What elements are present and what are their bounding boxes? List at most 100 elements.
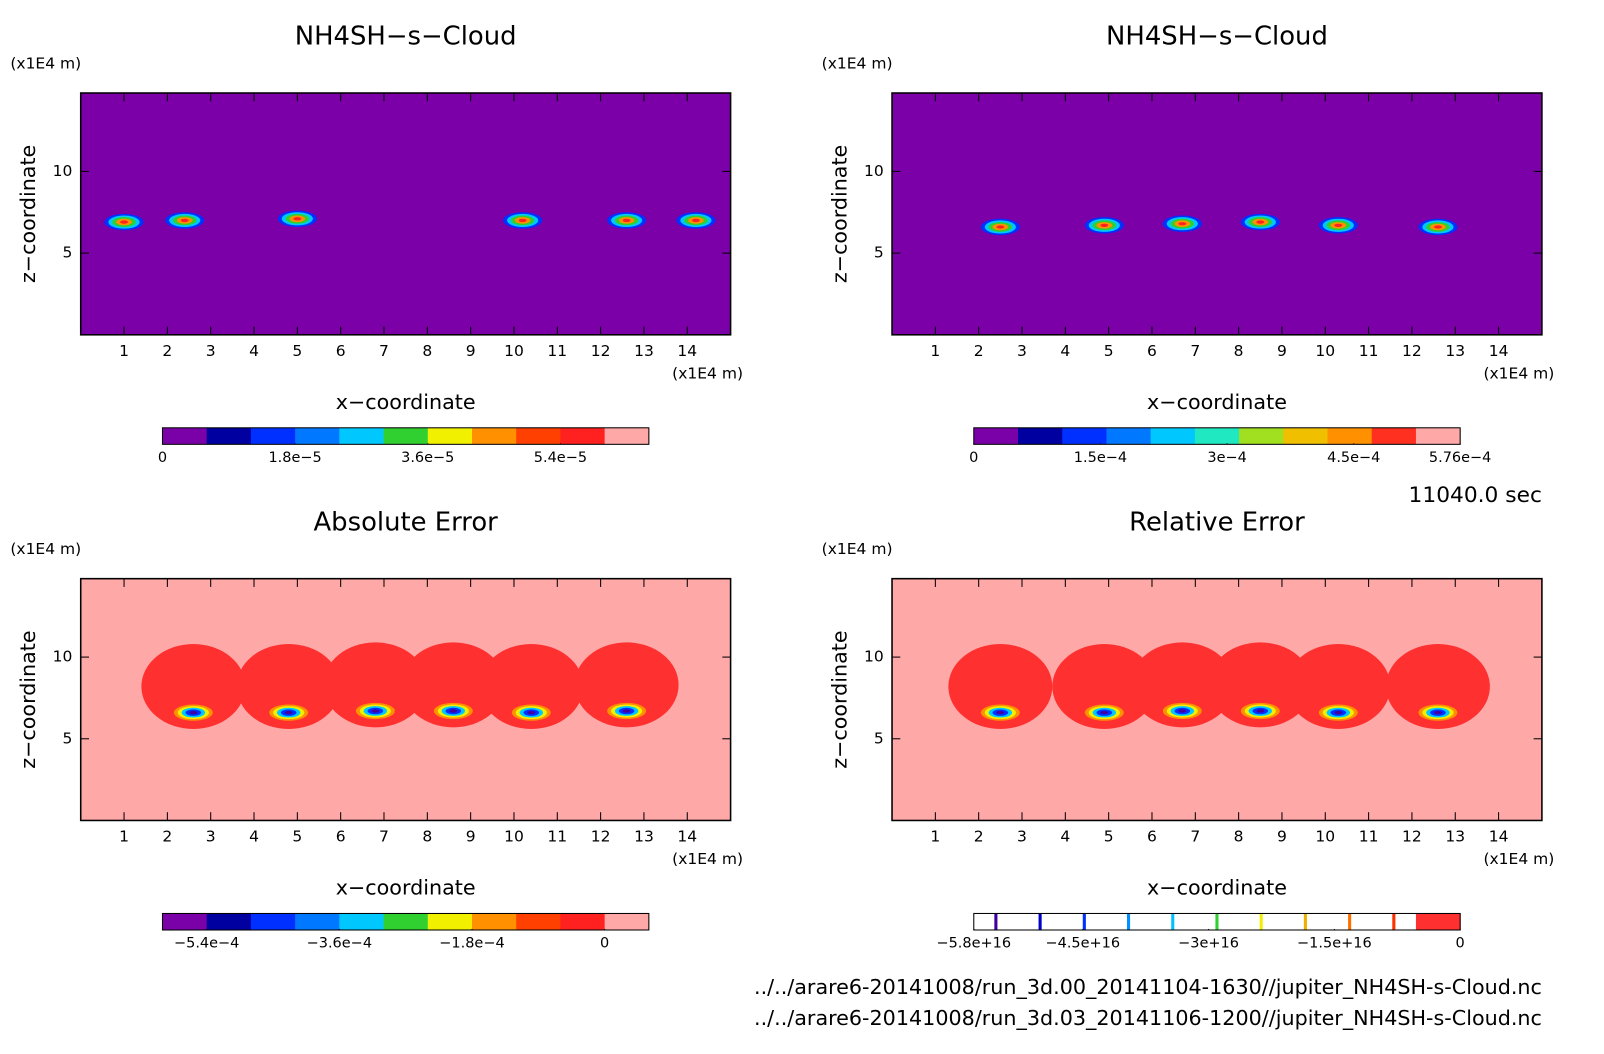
x-tick-label: 7 — [1190, 828, 1200, 846]
feature-level — [1434, 711, 1442, 715]
feature — [676, 212, 716, 229]
x-tick-label: 1 — [930, 342, 940, 360]
y-tick-label: 10 — [864, 648, 884, 666]
colorbar-swatch — [471, 913, 517, 930]
feature-level — [1178, 709, 1187, 713]
feature-level — [1334, 711, 1343, 715]
colorbar-swatch — [427, 913, 473, 930]
colorbar-swatch — [1415, 913, 1461, 930]
feature — [433, 702, 473, 720]
colorbar-tick-label: 3.6e−5 — [401, 450, 454, 466]
colorbar-swatch — [1017, 427, 1063, 445]
colorbar-swatch — [206, 427, 252, 445]
feature-level — [1100, 711, 1109, 715]
feature — [269, 704, 309, 721]
feature — [277, 210, 317, 227]
x-tick-label: 8 — [1234, 828, 1244, 846]
x-unit: (x1E4 m) — [1483, 365, 1554, 383]
x-tick-label: 4 — [1060, 342, 1070, 360]
colorbar-swatch — [1415, 427, 1461, 445]
feature — [104, 213, 144, 231]
colorbar-tick-label: 0 — [1456, 935, 1465, 951]
feature-level — [527, 711, 536, 715]
colorbar-swatch — [560, 427, 606, 445]
feature-level — [692, 218, 700, 223]
region — [401, 642, 506, 728]
chart-title: NH4SH−s−Cloud — [1106, 22, 1328, 52]
x-tick-label: 9 — [1277, 828, 1287, 846]
x-axis-label: x−coordinate — [1147, 876, 1287, 900]
x-tick-label: 13 — [1445, 342, 1465, 360]
colorbar-swatch — [604, 913, 650, 930]
y-tick-label: 10 — [864, 162, 884, 180]
x-tick-label: 10 — [1315, 828, 1335, 846]
region — [1208, 642, 1313, 728]
colorbar-swatch — [471, 427, 517, 445]
x-tick-label: 4 — [249, 342, 259, 360]
colorbar-swatch — [339, 427, 385, 445]
colorbar-swatch — [1327, 427, 1373, 445]
colorbar-swatch — [1106, 427, 1152, 445]
x-tick-label: 12 — [591, 342, 611, 360]
colorbar-swatch — [383, 427, 429, 445]
x-tick-label: 5 — [1104, 828, 1114, 846]
x-tick-label: 2 — [162, 828, 172, 846]
x-tick-label: 13 — [1445, 828, 1465, 846]
feature — [1418, 704, 1458, 721]
file-path: ../../arare6-20141008/run_3d.03_20141106… — [754, 1006, 1542, 1031]
y-tick-label: 10 — [53, 162, 73, 180]
colorbar-tick-label: 0 — [969, 450, 978, 466]
feature — [355, 702, 395, 720]
feature — [1240, 213, 1280, 231]
feature — [607, 212, 647, 229]
colorbar-tick-label: −4.5e+16 — [1045, 935, 1120, 951]
colorbar-swatch — [162, 913, 208, 930]
colorbar-swatch — [516, 427, 561, 445]
x-tick-label: 9 — [466, 828, 476, 846]
region — [1052, 644, 1157, 729]
colorbar-tick-label: 4.5e−4 — [1327, 450, 1380, 466]
colorbar-swatch — [250, 427, 296, 445]
x-unit: (x1E4 m) — [672, 365, 743, 383]
x-tick-label: 11 — [547, 828, 567, 846]
feature-level — [518, 218, 527, 223]
x-tick-label: 14 — [677, 342, 697, 360]
feature-level — [1256, 709, 1265, 713]
x-tick-label: 5 — [1104, 342, 1114, 360]
feature-level — [284, 711, 293, 715]
colorbar-swatch — [1371, 427, 1417, 445]
x-tick-label: 1 — [119, 828, 129, 846]
colorbar-swatch — [516, 913, 561, 930]
region — [1385, 644, 1490, 729]
x-tick-label: 6 — [336, 828, 346, 846]
feature-level — [1100, 223, 1109, 227]
x-tick-label: 14 — [677, 828, 697, 846]
y-unit: (x1E4 m) — [822, 55, 893, 73]
colorbar-frame — [161, 912, 650, 931]
x-tick-label: 7 — [379, 828, 389, 846]
colorbar-swatch — [295, 913, 340, 930]
chart-title: NH4SH−s−Cloud — [295, 22, 517, 52]
field — [948, 642, 1490, 729]
x-tick-label: 10 — [504, 342, 524, 360]
y-tick-label: 5 — [874, 244, 884, 262]
x-tick-label: 4 — [1060, 828, 1070, 846]
feature — [1162, 215, 1202, 232]
x-tick-label: 9 — [466, 342, 476, 360]
x-tick-label: 12 — [591, 828, 611, 846]
y-axis-label: z−coordinate — [827, 630, 851, 768]
x-tick-label: 1 — [930, 828, 940, 846]
feature-level — [996, 225, 1005, 229]
x-tick-label: 4 — [249, 828, 259, 846]
colorbar-swatch — [427, 427, 473, 445]
colorbar-tick-label: −5.4e−4 — [174, 935, 239, 951]
feature-level — [1434, 225, 1442, 229]
field — [104, 210, 716, 231]
plot-frame — [891, 92, 1543, 336]
colorbar-swatch — [604, 427, 650, 445]
x-tick-label: 14 — [1489, 342, 1509, 360]
colorbar-frame — [161, 427, 650, 445]
plot-frame — [79, 577, 732, 822]
y-tick-label: 5 — [63, 729, 73, 747]
colorbar-tick-label: −1.5e+16 — [1297, 935, 1372, 951]
